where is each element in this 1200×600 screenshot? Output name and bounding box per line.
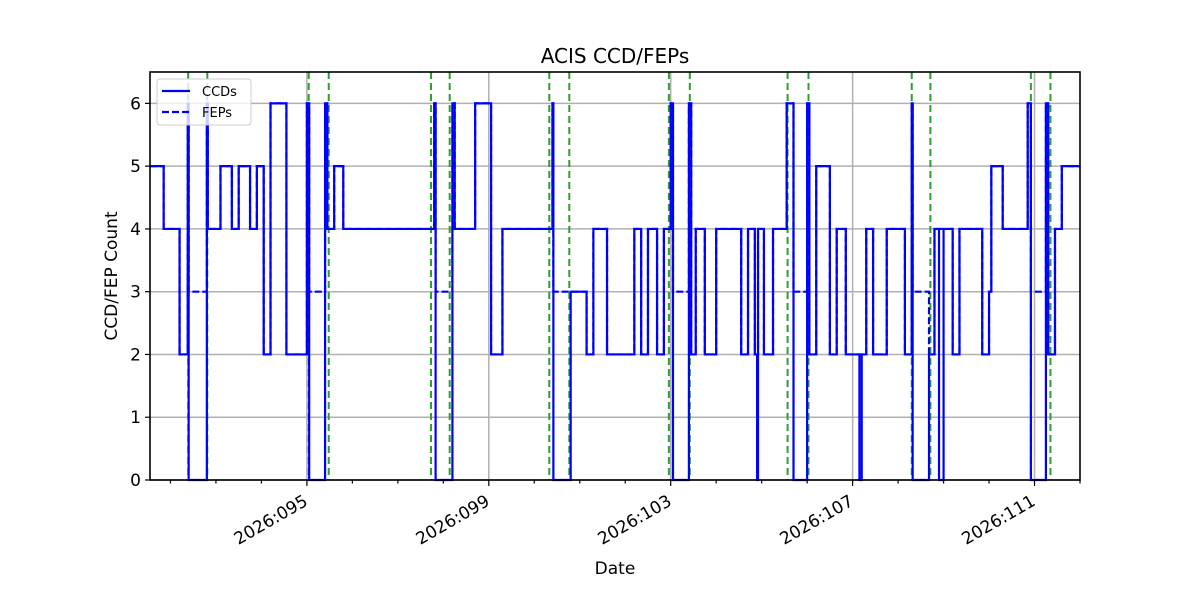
y-axis-label: CCD/FEP Count <box>102 211 122 341</box>
y-tick-label: 2 <box>130 345 141 365</box>
y-tick-label: 1 <box>130 408 141 428</box>
x-tick-label: 2026:103 <box>595 491 676 549</box>
y-tick-label: 4 <box>130 220 141 240</box>
y-tick-label: 6 <box>130 94 141 114</box>
y-tick-label: 0 <box>130 471 141 491</box>
x-axis-label: Date <box>595 559 636 579</box>
y-tick-label: 3 <box>130 283 141 303</box>
chart-title: ACIS CCD/FEPs <box>540 44 690 68</box>
y-tick-label: 5 <box>130 157 141 177</box>
x-tick-label: 2026:107 <box>777 491 858 549</box>
x-tick-label: 2026:111 <box>958 491 1039 549</box>
axes-frame <box>149 71 1081 481</box>
legend-label: CCDs <box>202 85 237 100</box>
x-tick-label: 2026:099 <box>413 491 494 549</box>
x-tick-label: 2026:095 <box>231 491 312 549</box>
series-feps <box>150 102 1080 356</box>
legend-label: FEPs <box>202 106 232 121</box>
